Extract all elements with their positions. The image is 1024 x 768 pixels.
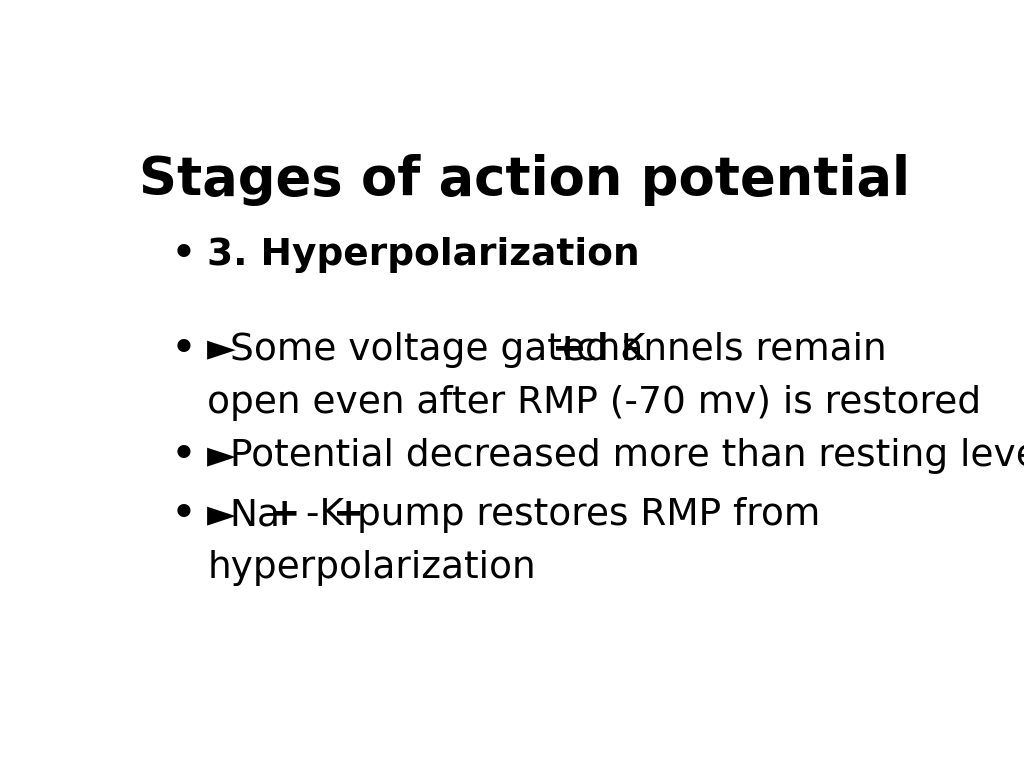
Text: +: + — [269, 497, 301, 533]
Text: Some voltage gated K: Some voltage gated K — [229, 332, 645, 368]
Text: hyperpolarization: hyperpolarization — [207, 551, 536, 587]
Text: +: + — [552, 332, 583, 368]
Text: Stages of action potential: Stages of action potential — [139, 154, 910, 207]
Text: ►: ► — [207, 438, 237, 474]
Text: Na: Na — [229, 497, 281, 533]
Text: open even after RMP (-70 mv) is restored: open even after RMP (-70 mv) is restored — [207, 385, 981, 421]
Text: -K: -K — [294, 497, 344, 533]
Text: channels remain: channels remain — [577, 332, 887, 368]
Text: +: + — [333, 497, 364, 533]
Text: •: • — [172, 332, 196, 368]
Text: pump restores RMP from: pump restores RMP from — [357, 497, 820, 533]
Text: Potential decreased more than resting level: Potential decreased more than resting le… — [229, 438, 1024, 474]
Text: •: • — [172, 497, 196, 533]
Text: ►: ► — [207, 332, 237, 368]
Text: ►: ► — [207, 497, 237, 533]
Text: •: • — [172, 438, 196, 474]
Text: •: • — [172, 237, 196, 273]
Text: 3. Hyperpolarization: 3. Hyperpolarization — [207, 237, 640, 273]
